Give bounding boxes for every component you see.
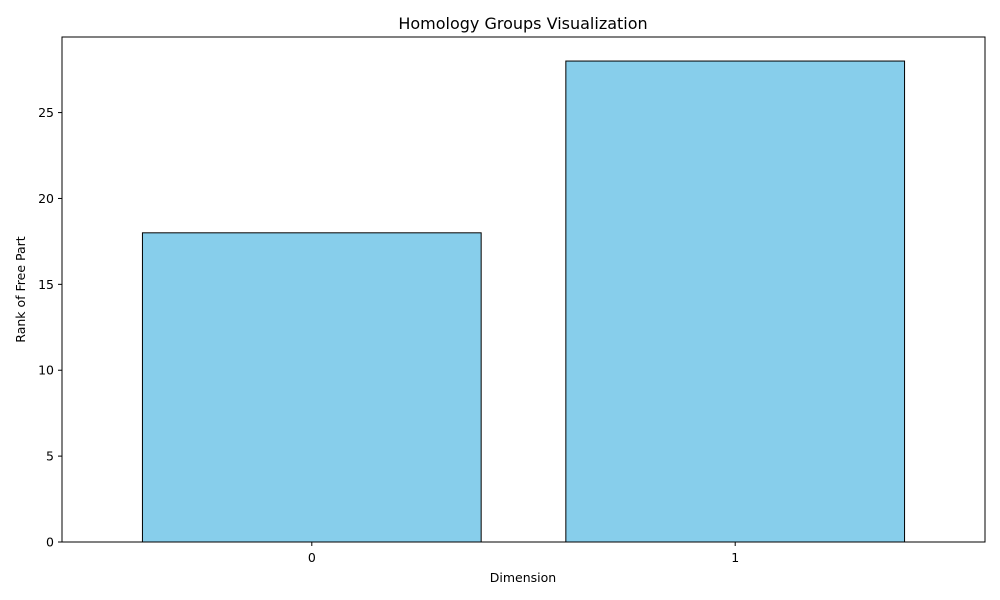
bars-group: [141, 60, 906, 543]
bar-dimension-1: [565, 60, 906, 543]
chart-title: Homology Groups Visualization: [398, 14, 647, 33]
y-tick-label: 15: [38, 277, 54, 292]
x-axis-label: Dimension: [490, 570, 556, 585]
x-tick-label: 1: [731, 550, 739, 565]
y-tick-label: 20: [38, 191, 54, 206]
y-tick-label: 5: [46, 449, 54, 464]
y-axis-label: Rank of Free Part: [13, 236, 28, 343]
y-tick-label: 25: [38, 105, 54, 120]
x-tick-label: 0: [308, 550, 316, 565]
bar-dimension-0: [141, 232, 482, 543]
y-tick-label: 10: [38, 363, 54, 378]
y-tick-label: 0: [46, 535, 54, 550]
plot-area-frame: [61, 36, 986, 543]
y-axis-ticks: 0 5 10 15 20 25: [38, 105, 62, 550]
